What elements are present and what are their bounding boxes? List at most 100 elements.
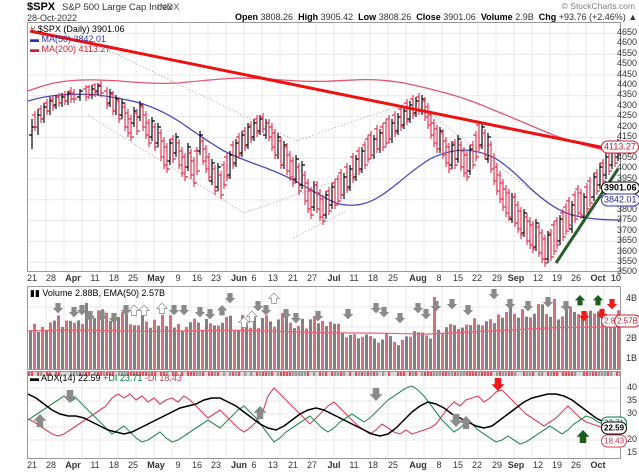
adx-tick-20: 20: [626, 434, 637, 444]
volume-bars-icon: ▮▮: [30, 288, 40, 298]
low-label: Low: [358, 12, 377, 22]
y-tick-4650: 4650: [616, 27, 637, 37]
xb-tick-25b: 25: [387, 460, 399, 470]
x-tick-13: 13: [267, 273, 279, 283]
price-panel[interactable]: ⑂ $SPX (Daily) 3901.06 ▬ MA(50) 3842.01 …: [27, 22, 621, 272]
adx-line: [28, 393, 620, 437]
xb-tick-26: 26: [570, 460, 582, 470]
x-tick-22: 22: [471, 273, 483, 283]
x-tick-28: 28: [45, 273, 57, 283]
plus-di-line: [28, 385, 620, 445]
minus-di-value-badge: 18.43: [601, 434, 628, 448]
volume-value: 2.9B: [515, 12, 534, 22]
vol-tick-2b: 2B: [625, 333, 637, 343]
xb-tick-12: 12: [532, 460, 544, 470]
xb-tick-jun: Jun: [230, 460, 248, 470]
x-tick-10-final: 10: [610, 273, 622, 283]
xb-tick-29: 29: [491, 460, 503, 470]
ma200-line: [28, 77, 620, 155]
adx-tick-15: 15: [626, 447, 637, 457]
vol-tick-1b: 1B: [625, 353, 637, 363]
xb-tick-21: 21: [26, 460, 38, 470]
x-tick-23: 23: [210, 273, 222, 283]
y-tick-4200: 4200: [616, 120, 637, 131]
x-tick-26: 26: [570, 273, 582, 283]
y-tick-4300: 4300: [616, 99, 637, 110]
volume-ema-line: [28, 326, 620, 335]
price-legend-row: ⑂ $SPX (Daily) 3901.06: [30, 24, 124, 34]
y-tick-3550: 3550: [616, 256, 637, 266]
ma50-legend-row: ▬ MA(50) 3842.01: [30, 34, 124, 44]
xb-tick-sep: Sep: [507, 460, 525, 470]
y-tick-4000: 4000: [616, 162, 637, 173]
x-tick-8: 8: [436, 273, 442, 283]
x-tick-19: 19: [551, 273, 563, 283]
chart-header: $SPX S&P 500 Large Cap Index INDX 28-Oct…: [0, 0, 639, 23]
adx-legend: ▬ ADX(14) 22.59 +DI 23.71 -DI 18.43: [30, 373, 182, 383]
x-axis-top-far: 10: [0, 273, 639, 286]
ma50-legend-label: MA(50) 3842.01: [41, 34, 107, 44]
adx-signal-ribbon: [28, 372, 620, 376]
y-tick-4250: 4250: [616, 110, 637, 121]
vol-tick-4b: 4B: [625, 293, 637, 303]
x-tick-9: 9: [175, 273, 181, 283]
xb-tick-jul: Jul: [327, 460, 341, 470]
x-axis-top: 21 28 Apr 11 18 25 May 9 16 23 Jun 6 13 …: [27, 273, 621, 286]
x-tick-oct: Oct: [590, 273, 606, 283]
xb-tick-25: 25: [127, 460, 139, 470]
symbol-name: S&P 500 Large Cap Index: [62, 2, 173, 13]
xb-tick-18b: 18: [367, 460, 379, 470]
x-tick-16: 16: [191, 273, 203, 283]
line-swatch-icon: ▬: [30, 44, 39, 54]
minus-di-legend-label: -DI 18.43: [144, 373, 182, 383]
x-tick-may: May: [147, 273, 165, 283]
y-tick-3700: 3700: [616, 224, 637, 235]
xb-tick-19: 19: [551, 460, 563, 470]
x-tick-15: 15: [452, 273, 464, 283]
x-tick-sep: Sep: [507, 273, 525, 283]
x-tick-6: 6: [251, 273, 257, 283]
ma50-line: [28, 93, 620, 221]
chg-value: +93.76 (+2.46%): [558, 12, 626, 22]
xb-tick-11: 11: [90, 460, 100, 470]
ohlc-bars: [29, 81, 620, 267]
y-tick-4050: 4050: [616, 152, 637, 162]
x-tick-11: 11: [90, 273, 100, 283]
adx-panel[interactable]: ▬ ADX(14) 22.59 +DI 23.71 -DI 18.43: [27, 371, 621, 459]
close-label: Close: [416, 12, 441, 22]
adx-svg: [28, 372, 620, 458]
price-svg: [28, 23, 620, 271]
y-tick-4350: 4350: [616, 89, 637, 100]
y-tick-3600: 3600: [616, 245, 637, 256]
downtrend-resistance-line[interactable]: [29, 29, 620, 153]
x-tick-25b: 25: [387, 273, 399, 283]
volume-legend-label: Volume 2.88B, EMA(50) 2.57B: [42, 288, 165, 298]
xb-tick-13: 13: [267, 460, 279, 470]
x-tick-12: 12: [532, 273, 544, 283]
y-tick-4150: 4150: [616, 131, 637, 141]
xb-tick-28: 28: [45, 460, 57, 470]
adx-gridlines: [28, 376, 620, 458]
xb-tick-16: 16: [191, 460, 203, 470]
dotted-channel-guides: [87, 48, 549, 239]
ma200-value-badge: 4113.27: [601, 140, 639, 154]
x-tick-21b: 21: [287, 273, 299, 283]
volume-plot-area: [28, 287, 620, 369]
high-label: High: [298, 12, 319, 22]
xb-tick-11b: 11: [349, 460, 359, 470]
adx-tick-35: 35: [626, 395, 637, 405]
xb-tick-23: 23: [210, 460, 222, 470]
ohlc-quote-bar: Open 3808.26 High 3905.42 Low 3808.26 Cl…: [235, 12, 637, 22]
x-tick-25: 25: [127, 273, 139, 283]
ma50-value-badge: 3842.01: [601, 193, 639, 207]
volume-panel[interactable]: ▮▮ Volume 2.88B, EMA(50) 2.57B: [27, 286, 621, 370]
xb-tick-apr: Apr: [65, 460, 81, 470]
y-tick-3650: 3650: [616, 235, 637, 246]
stockcharts-watermark: © StockCharts.com: [561, 1, 635, 11]
chg-up-arrow-icon: ▲: [628, 12, 638, 22]
x-tick-27: 27: [306, 273, 318, 283]
plus-di-legend-label: +DI 23.71: [103, 373, 143, 383]
xb-tick-21b: 21: [287, 460, 299, 470]
xb-tick-15: 15: [452, 460, 464, 470]
